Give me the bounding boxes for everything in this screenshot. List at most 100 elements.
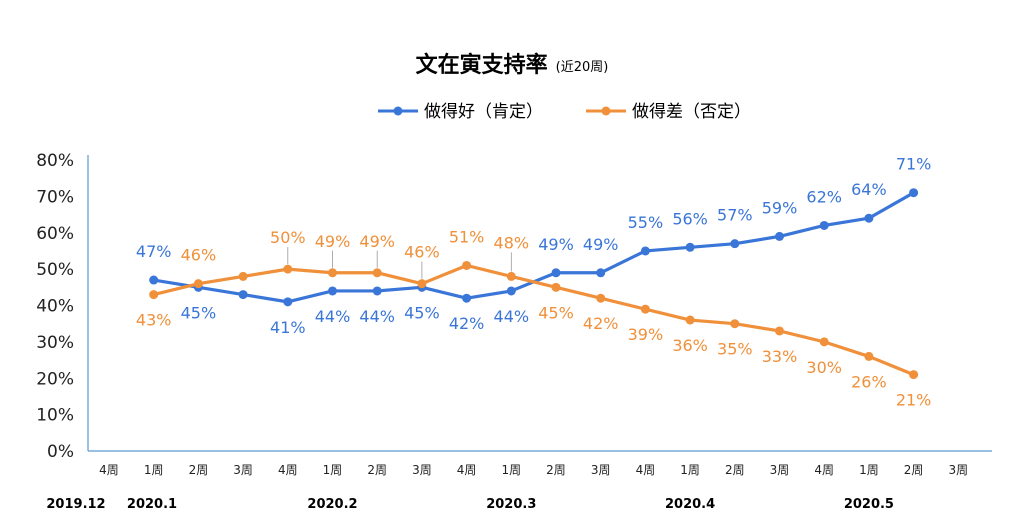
month-label: 2020.5: [844, 497, 894, 512]
data-label: 46%: [404, 243, 440, 262]
data-point: [730, 319, 740, 329]
data-label: 45%: [404, 303, 440, 322]
chart-axes: 0% 10% 20% 30% 40% 50% 60% 70% 80% 4周 1周 2周 3周 4周 1周 2周…: [36, 151, 992, 512]
data-point: [506, 286, 516, 296]
data-point: [775, 231, 784, 241]
data-point: [640, 246, 650, 256]
data-point: [864, 213, 874, 223]
data-point: [283, 264, 293, 274]
data-label: 49%: [359, 232, 395, 251]
x-tick-label: 4周: [99, 463, 119, 477]
data-label: 33%: [762, 347, 798, 366]
x-tick-label: 1周: [144, 463, 164, 477]
data-label: 64%: [851, 180, 887, 199]
y-tick-label: 0%: [47, 442, 74, 462]
data-point: [909, 188, 919, 198]
x-tick-label: 1周: [859, 463, 879, 477]
data-label: 36%: [672, 336, 708, 355]
data-label: 44%: [494, 307, 530, 326]
data-point: [775, 326, 784, 336]
legend-item: 做得好（肯定）: [378, 102, 543, 122]
data-point: [417, 279, 427, 289]
data-label: 56%: [672, 209, 708, 228]
data-label: 51%: [449, 227, 485, 246]
data-point: [372, 286, 382, 296]
series-line: [153, 263, 915, 377]
data-label: 55%: [628, 213, 664, 232]
data-point: [640, 304, 650, 314]
chart-title: 文在寅支持率: [416, 52, 548, 78]
legend-label: 做得好（肯定）: [424, 102, 543, 122]
data-label: 62%: [806, 187, 842, 206]
data-label: 48%: [494, 233, 530, 252]
data-point: [372, 268, 382, 278]
data-label: 42%: [449, 314, 485, 333]
data-point: [462, 260, 472, 270]
x-tick-label: 2周: [189, 463, 209, 477]
data-label: 57%: [717, 206, 753, 225]
legend-swatch-marker: [393, 106, 403, 116]
data-point: [238, 290, 248, 300]
y-tick-label: 30%: [36, 333, 74, 353]
month-label: 2019.12: [46, 497, 105, 512]
data-label: 50%: [270, 228, 306, 247]
data-label: 49%: [583, 235, 619, 254]
month-label: 2020.4: [665, 497, 715, 512]
data-label: 39%: [628, 325, 664, 344]
data-point: [819, 337, 829, 347]
month-label: 2020.2: [307, 497, 357, 512]
x-tick-label: 3周: [412, 463, 432, 477]
month-label: 2020.3: [486, 497, 536, 512]
data-label: 45%: [181, 303, 217, 322]
data-point: [328, 268, 337, 278]
data-point: [462, 293, 472, 303]
legend-swatch-marker: [601, 106, 611, 116]
x-tick-label: 4周: [457, 463, 477, 477]
data-label: 26%: [851, 372, 887, 391]
month-label: 2020.1: [127, 497, 177, 512]
data-point: [328, 286, 337, 296]
data-point: [819, 220, 829, 230]
x-tick-label: 4周: [814, 463, 834, 477]
data-point: [685, 315, 695, 325]
x-tick-label: 2周: [546, 463, 566, 477]
data-point: [193, 279, 203, 289]
series-disapprove: [149, 260, 919, 380]
data-point: [506, 271, 516, 281]
legend-label: 做得差（否定）: [632, 102, 751, 122]
data-label: 30%: [806, 358, 842, 377]
data-point: [864, 351, 874, 361]
data-label: 21%: [896, 391, 932, 410]
data-point: [730, 239, 740, 249]
data-point: [551, 282, 561, 292]
data-label: 49%: [315, 232, 351, 251]
x-tick-label: 1周: [680, 463, 700, 477]
x-tick-label: 4周: [636, 463, 656, 477]
x-tick-label: 2周: [367, 463, 387, 477]
y-tick-label: 20%: [36, 369, 74, 389]
y-tick-label: 70%: [36, 187, 74, 207]
y-tick-label: 10%: [36, 406, 74, 426]
data-labels: 47% 45% 41% 44% 44% 45% 42% 44% 49% 49% 55% 56% 57% 5…: [136, 155, 931, 410]
x-tick-label: 3周: [948, 463, 968, 477]
y-tick-label: 80%: [36, 151, 74, 171]
data-point: [909, 370, 919, 380]
data-label: 45%: [538, 303, 574, 322]
series-line: [153, 191, 915, 304]
data-label: 47%: [136, 242, 172, 261]
y-tick-label: 60%: [36, 224, 74, 244]
data-point: [283, 297, 293, 307]
data-point: [685, 242, 695, 252]
data-point: [238, 271, 248, 281]
x-tick-label: 4周: [278, 463, 298, 477]
y-tick-label: 50%: [36, 260, 74, 280]
chart-legend: 做得好（肯定） 做得差（否定）: [378, 102, 751, 122]
x-tick-label: 2周: [725, 463, 745, 477]
data-point: [596, 268, 606, 278]
x-tick-label: 3周: [770, 463, 790, 477]
data-label: 43%: [136, 311, 172, 330]
y-tick-label: 40%: [36, 297, 74, 317]
data-point: [596, 293, 606, 303]
data-label: 71%: [896, 155, 932, 174]
